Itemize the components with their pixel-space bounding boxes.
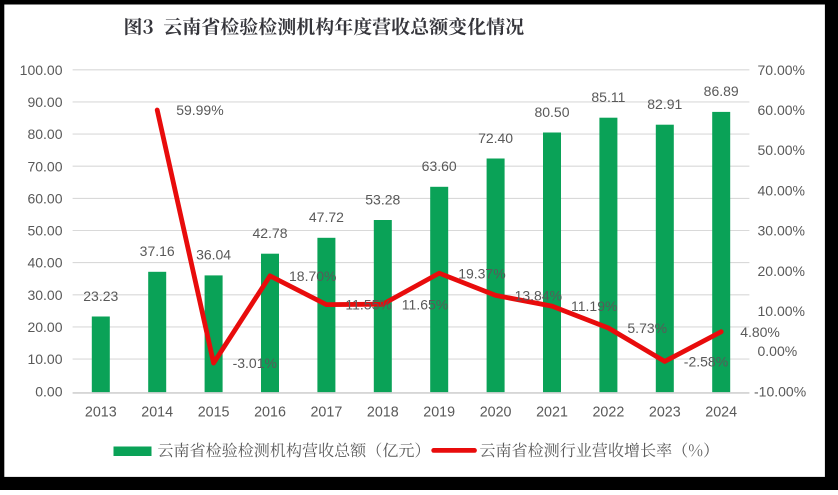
svg-text:80.00: 80.00: [27, 126, 62, 142]
svg-text:82.91: 82.91: [647, 96, 682, 112]
svg-text:13.84%: 13.84%: [515, 288, 562, 304]
svg-text:80.50: 80.50: [534, 104, 569, 120]
svg-text:86.89: 86.89: [704, 83, 739, 99]
svg-text:70.00: 70.00: [27, 158, 62, 174]
svg-text:4.80%: 4.80%: [740, 324, 780, 340]
svg-text:0.00%: 0.00%: [758, 343, 798, 359]
svg-text:2019: 2019: [423, 405, 455, 421]
svg-text:5.73%: 5.73%: [627, 320, 667, 336]
svg-text:90.00: 90.00: [27, 94, 62, 110]
svg-text:42.78: 42.78: [252, 225, 287, 241]
svg-text:0.00: 0.00: [35, 383, 62, 399]
svg-text:40.00%: 40.00%: [758, 182, 805, 198]
svg-text:30.00: 30.00: [27, 287, 62, 303]
svg-text:10.00%: 10.00%: [758, 303, 805, 319]
svg-text:72.40: 72.40: [478, 130, 513, 146]
svg-text:60.00%: 60.00%: [758, 102, 805, 118]
svg-text:60.00: 60.00: [27, 191, 62, 207]
svg-text:11.19%: 11.19%: [571, 298, 617, 314]
svg-text:2018: 2018: [367, 405, 399, 421]
svg-text:100.00: 100.00: [20, 62, 63, 78]
svg-text:10.00: 10.00: [27, 351, 62, 367]
svg-text:40.00: 40.00: [27, 255, 62, 271]
svg-text:2022: 2022: [592, 405, 624, 421]
svg-text:2016: 2016: [254, 405, 286, 421]
svg-text:-2.58%: -2.58%: [684, 354, 728, 370]
svg-text:2014: 2014: [141, 405, 173, 421]
svg-text:2017: 2017: [310, 405, 342, 421]
svg-text:2015: 2015: [198, 405, 230, 421]
svg-text:2013: 2013: [85, 405, 117, 421]
svg-text:19.37%: 19.37%: [458, 265, 505, 281]
svg-text:18.70%: 18.70%: [289, 268, 336, 284]
svg-text:-10.00%: -10.00%: [754, 383, 806, 399]
svg-text:50.00%: 50.00%: [758, 142, 805, 158]
svg-text:-3.01%: -3.01%: [233, 355, 277, 371]
svg-text:63.60: 63.60: [422, 158, 457, 174]
svg-text:70.00%: 70.00%: [758, 62, 805, 78]
svg-text:85.11: 85.11: [591, 89, 625, 105]
svg-text:11.55%: 11.55%: [345, 297, 391, 313]
svg-text:59.99%: 59.99%: [176, 102, 223, 118]
svg-text:47.72: 47.72: [309, 209, 344, 225]
svg-text:50.00: 50.00: [27, 223, 62, 239]
svg-text:2024: 2024: [705, 405, 737, 421]
svg-text:37.16: 37.16: [140, 243, 175, 259]
svg-text:53.28: 53.28: [365, 191, 400, 207]
svg-text:2021: 2021: [536, 405, 568, 421]
svg-text:2023: 2023: [649, 405, 681, 421]
svg-text:11.65%: 11.65%: [402, 296, 448, 312]
svg-text:20.00: 20.00: [27, 319, 62, 335]
svg-text:36.04: 36.04: [196, 247, 231, 263]
svg-text:23.23: 23.23: [83, 288, 118, 304]
svg-text:2020: 2020: [480, 405, 512, 421]
svg-text:30.00%: 30.00%: [758, 223, 805, 239]
svg-text:20.00%: 20.00%: [758, 263, 805, 279]
